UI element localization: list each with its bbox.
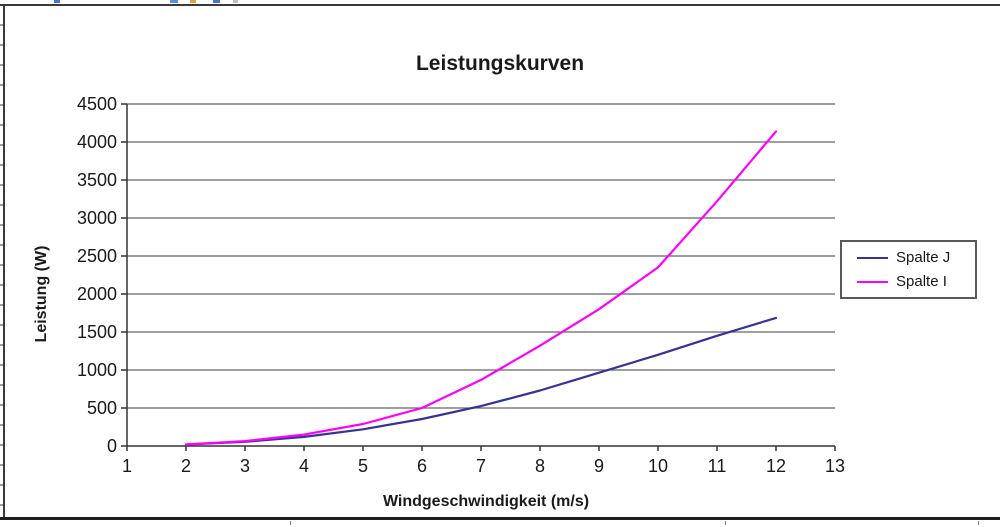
x-tick-label-11: 11: [708, 456, 727, 476]
y-tick-label-2500: 2500: [77, 246, 117, 266]
y-tick-label-0: 0: [107, 436, 117, 456]
worksheet-bottom-edge: [0, 517, 1000, 527]
x-tick-label-1: 1: [122, 456, 132, 476]
y-tick-label-3500: 3500: [77, 170, 117, 190]
x-tick-label-6: 6: [417, 456, 427, 476]
cell-gridline-stub: [978, 521, 979, 525]
y-tick-label-500: 500: [87, 398, 117, 418]
legend-label: Spalte J: [896, 249, 950, 266]
x-tick-label-4: 4: [299, 456, 309, 476]
x-tick-label-3: 3: [240, 456, 250, 476]
legend-label: Spalte I: [896, 273, 947, 290]
toolbar-icon-fragment: [190, 0, 196, 3]
x-tick-label-8: 8: [535, 456, 545, 476]
chart-title: Leistungskurven: [416, 52, 584, 76]
spreadsheet-window: 0500100015002000250030003500400045001234…: [0, 0, 1000, 527]
x-tick-label-12: 12: [766, 456, 786, 476]
y-tick-label-3000: 3000: [77, 208, 117, 228]
x-axis-title: Windgeschwindigkeit (m/s): [383, 493, 589, 511]
toolbar-sliver: [0, 0, 1000, 6]
x-tick-label-10: 10: [648, 456, 668, 476]
series-line-icon: [857, 281, 888, 283]
cell-gridline-stub: [725, 521, 726, 525]
chart-object[interactable]: 0500100015002000250030003500400045001234…: [5, 6, 1000, 517]
legend-entry-spalte-j: Spalte J: [857, 249, 975, 266]
y-tick-label-2000: 2000: [77, 284, 117, 304]
toolbar-icon-fragment: [54, 0, 60, 3]
y-tick-label-1500: 1500: [77, 322, 117, 342]
cell-gridline-stub: [290, 521, 291, 525]
y-tick-label-4500: 4500: [77, 94, 117, 114]
x-tick-label-5: 5: [358, 456, 368, 476]
legend[interactable]: Spalte J Spalte I: [840, 240, 977, 299]
curve-spalte-i: [186, 131, 776, 444]
toolbar-icon-fragment: [213, 0, 220, 3]
curve-spalte-j: [186, 318, 776, 445]
y-tick-label-4000: 4000: [77, 132, 117, 152]
legend-entry-spalte-i: Spalte I: [857, 273, 975, 290]
toolbar-icon-fragment: [233, 0, 238, 3]
x-tick-label-7: 7: [476, 456, 486, 476]
x-tick-label-13: 13: [825, 456, 845, 476]
y-tick-label-1000: 1000: [77, 360, 117, 380]
y-axis-title: Leistung (W): [33, 246, 51, 343]
series-line-icon: [857, 257, 888, 259]
x-tick-label-9: 9: [594, 456, 604, 476]
x-tick-label-2: 2: [181, 456, 191, 476]
toolbar-icon-fragment: [170, 0, 178, 3]
chart-left-border: [3, 4, 5, 520]
